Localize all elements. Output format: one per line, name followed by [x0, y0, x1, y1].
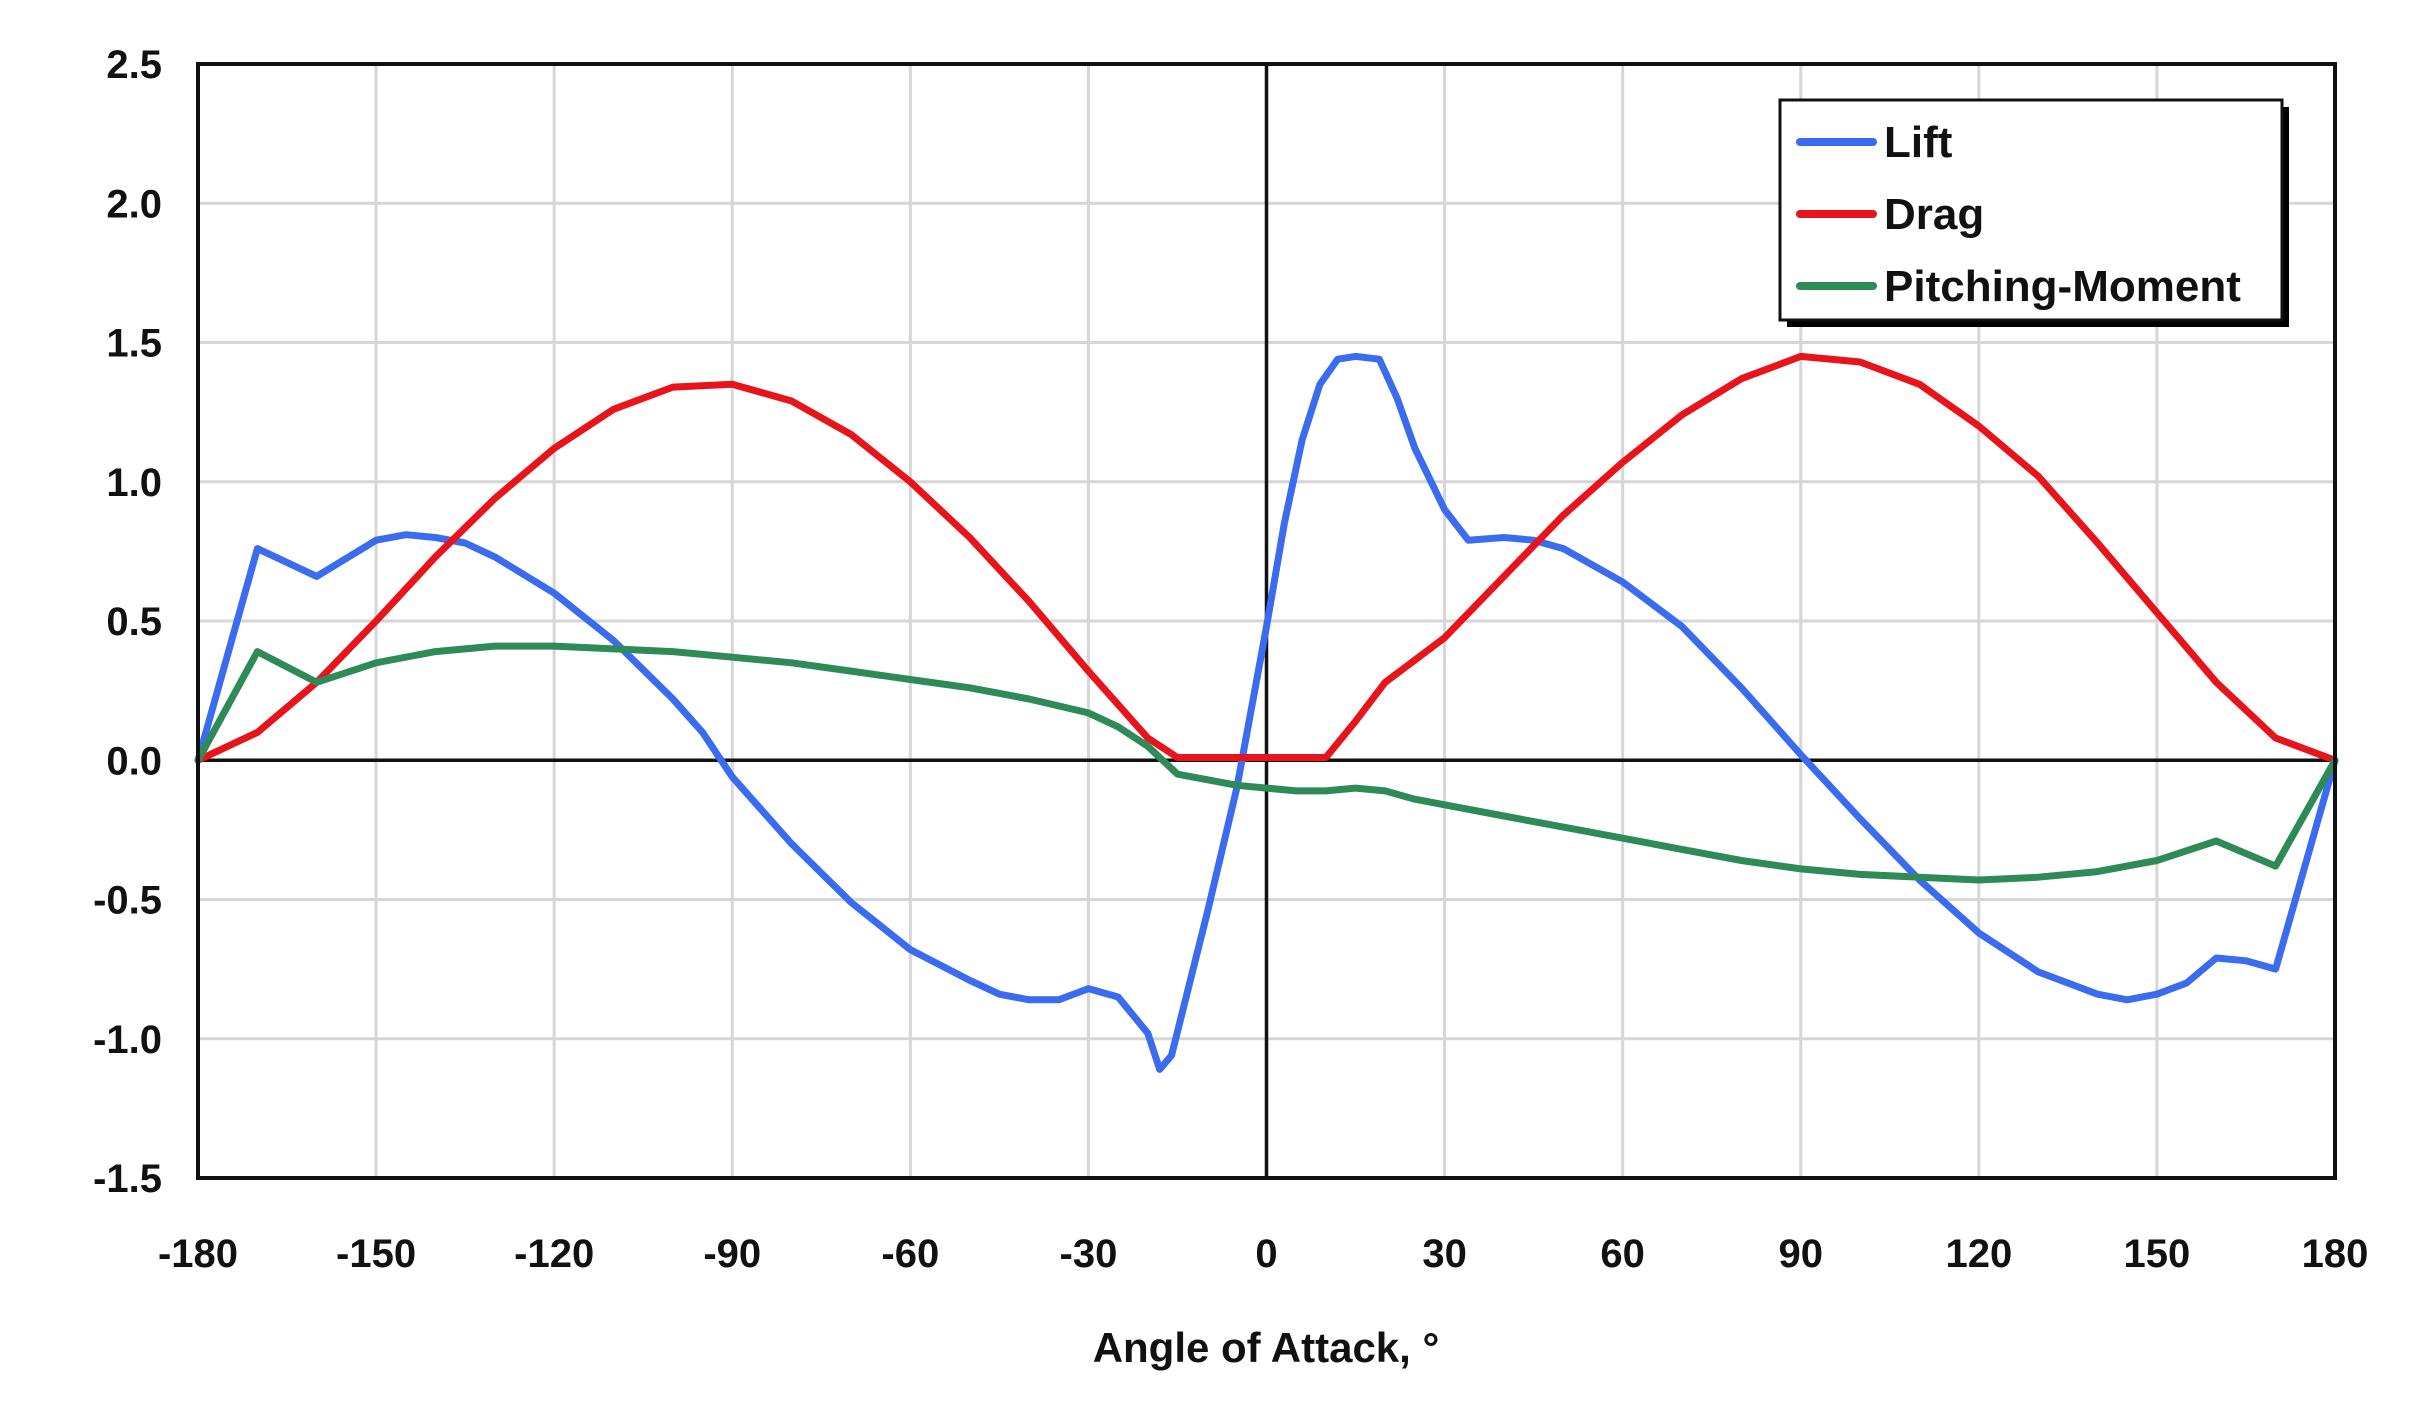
x-tick-label: 90 — [1779, 1232, 1824, 1276]
y-tick-label: 1.5 — [106, 322, 162, 366]
legend-items: Lift Drag Pitching-Moment — [1796, 118, 2241, 311]
legend: Lift Drag Pitching-Moment — [1778, 98, 2289, 327]
y-tick-labels: 2.5 2.0 1.5 1.0 0.5 0.0 -0.5 -1.0 -1.5 — [93, 43, 162, 1201]
x-tick-label: -60 — [881, 1232, 939, 1276]
x-tick-labels: -180 -150 -120 -90 -60 -30 0 30 60 90 120 150 180 — [158, 1232, 2368, 1276]
x-tick-label: 30 — [1422, 1232, 1467, 1276]
x-tick-label: -90 — [703, 1232, 761, 1276]
x-tick-label: 0 — [1255, 1232, 1277, 1276]
plot-frame — [196, 62, 2337, 1180]
series-line-pitching-moment — [194, 642, 2339, 884]
x-tick-label: 60 — [1600, 1232, 1645, 1276]
x-tick-label: 180 — [2302, 1232, 2369, 1276]
y-tick-label: 0.5 — [106, 600, 162, 644]
y-tick-label: 2.5 — [106, 43, 162, 87]
series-lines — [194, 352, 2339, 1073]
y-tick-label: 2.0 — [106, 182, 162, 226]
x-axis-title: Angle of Attack, ° — [1093, 1324, 1440, 1371]
y-tick-label: -1.5 — [93, 1157, 162, 1201]
x-tick-label: -30 — [1060, 1232, 1118, 1276]
y-tick-label: -1.0 — [93, 1018, 162, 1062]
y-tick-label: -0.5 — [93, 879, 162, 923]
x-tick-label: 120 — [1945, 1232, 2012, 1276]
x-tick-label: 150 — [2124, 1232, 2191, 1276]
x-tick-label: -120 — [514, 1232, 594, 1276]
legend-label-lift: Lift — [1884, 118, 1953, 167]
y-tick-label: 1.0 — [106, 461, 162, 505]
legend-label-drag: Drag — [1884, 190, 1984, 239]
series-line-drag — [194, 352, 2339, 764]
legend-label-pitching-moment: Pitching-Moment — [1884, 262, 2241, 311]
series-line-lift — [194, 352, 2339, 1073]
x-tick-label: -180 — [158, 1232, 238, 1276]
x-tick-label: -150 — [336, 1232, 416, 1276]
y-tick-label: 0.0 — [106, 739, 162, 783]
